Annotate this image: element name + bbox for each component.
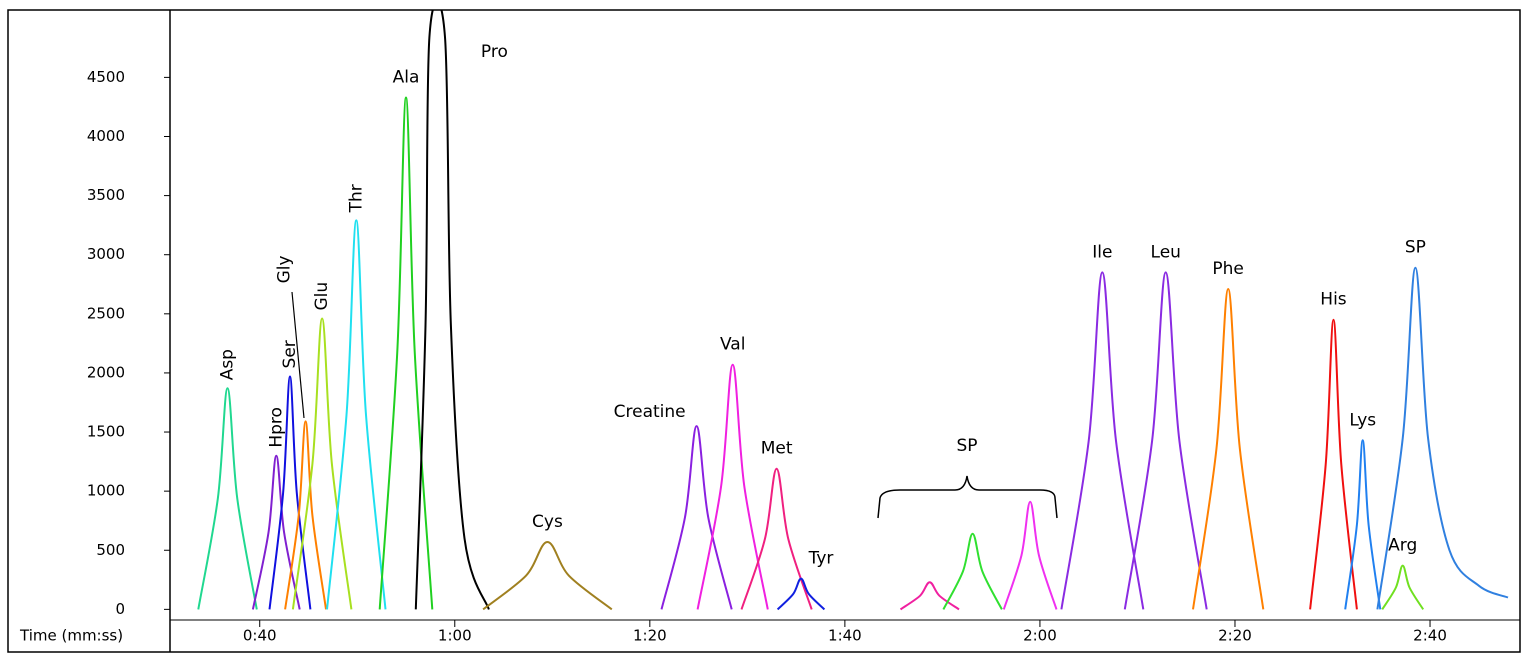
x-tick-label: 1:20 bbox=[633, 627, 667, 645]
y-tick-label: 2500 bbox=[87, 304, 125, 322]
x-tick-label: 1:40 bbox=[828, 627, 862, 645]
peak-label: Creatine bbox=[614, 402, 686, 422]
trace bbox=[414, 10, 490, 610]
peak-label: Gly bbox=[275, 255, 295, 283]
y-tick-label: 0 bbox=[115, 600, 125, 618]
y-tick-label: 1500 bbox=[87, 423, 125, 441]
peak-label: Thr bbox=[346, 184, 366, 213]
annotation: SP bbox=[956, 436, 977, 456]
peak-label: Met bbox=[761, 439, 793, 459]
x-tick-label: 2:00 bbox=[1023, 627, 1057, 645]
trace bbox=[1002, 500, 1058, 610]
peak-label: Lys bbox=[1349, 410, 1376, 430]
trace bbox=[942, 532, 1003, 610]
x-axis-label: Time (mm:ss) bbox=[19, 627, 123, 645]
peak-label: SP bbox=[1405, 238, 1426, 258]
y-tick-label: 2000 bbox=[87, 363, 125, 381]
x-tick-label: 2:20 bbox=[1218, 627, 1252, 645]
trace bbox=[1192, 287, 1265, 610]
peak-label: Ile bbox=[1092, 242, 1112, 262]
y-tick-label: 500 bbox=[96, 541, 125, 559]
trace bbox=[660, 425, 733, 610]
trace bbox=[1123, 271, 1208, 610]
y-tick-label: 3000 bbox=[87, 245, 125, 263]
x-tick-label: 2:40 bbox=[1413, 627, 1447, 645]
y-tick-label: 4500 bbox=[87, 68, 125, 86]
trace bbox=[197, 387, 258, 610]
peak-label: Pro bbox=[481, 42, 508, 62]
trace bbox=[251, 454, 301, 610]
traces bbox=[197, 10, 1509, 611]
frame bbox=[7, 9, 1521, 653]
trace bbox=[482, 540, 613, 611]
peak-label: Ala bbox=[393, 67, 420, 87]
trace bbox=[284, 420, 327, 610]
trace bbox=[1344, 439, 1382, 610]
y-tick-label: 4000 bbox=[87, 127, 125, 145]
trace bbox=[268, 375, 312, 610]
trace bbox=[899, 581, 960, 611]
y-tick-label: 3500 bbox=[87, 186, 125, 204]
peak-label: Phe bbox=[1212, 259, 1244, 279]
trace bbox=[1060, 271, 1145, 610]
peak-label: Arg bbox=[1388, 536, 1417, 556]
x-tick-label: 1:00 bbox=[438, 627, 472, 645]
x-tick-label: 0:40 bbox=[243, 627, 277, 645]
peak-label: Val bbox=[720, 335, 745, 355]
peak-label: Ser bbox=[280, 340, 300, 368]
trace bbox=[1309, 318, 1358, 610]
peak-label: Tyr bbox=[808, 549, 834, 569]
peak-label: Hpro bbox=[266, 407, 286, 448]
y-tick-label: 1000 bbox=[87, 482, 125, 500]
trace bbox=[776, 577, 826, 611]
trace bbox=[696, 363, 769, 610]
brace bbox=[877, 475, 1058, 519]
trace bbox=[326, 219, 387, 610]
trace bbox=[1381, 564, 1425, 610]
peak-label: Asp bbox=[218, 349, 238, 380]
trace bbox=[378, 96, 434, 610]
peak-label: His bbox=[1320, 290, 1347, 310]
trace bbox=[1376, 266, 1509, 610]
peak-label: Cys bbox=[532, 512, 563, 532]
peak-label: Leu bbox=[1151, 242, 1181, 262]
leader-line bbox=[291, 291, 305, 419]
trace bbox=[740, 467, 813, 610]
peak-label: Glu bbox=[312, 282, 332, 311]
